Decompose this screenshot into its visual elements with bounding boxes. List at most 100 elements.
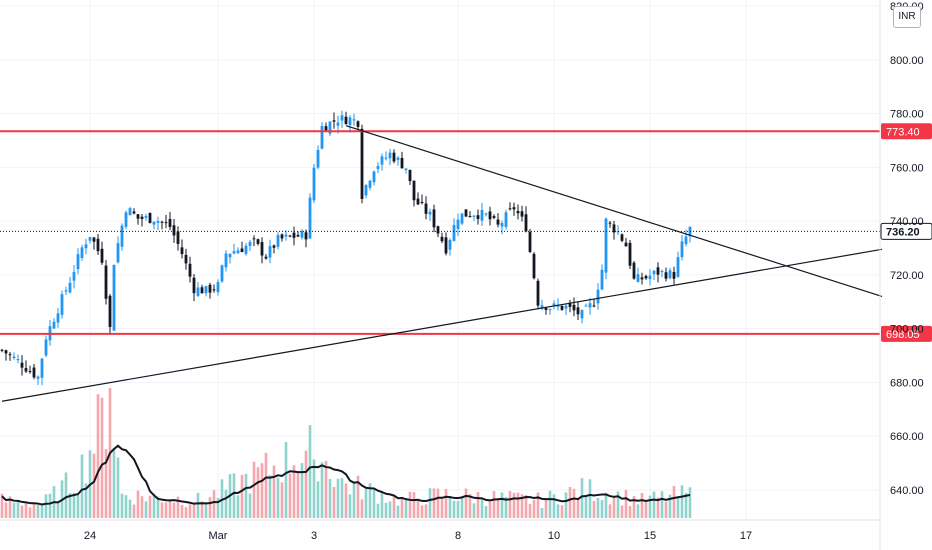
volume-bar bbox=[444, 488, 448, 518]
volume-bar bbox=[532, 499, 536, 518]
volume-bar bbox=[380, 492, 384, 518]
candle-body bbox=[588, 303, 592, 308]
candle-body bbox=[684, 236, 688, 245]
candle-body bbox=[448, 240, 452, 250]
candle-body bbox=[80, 247, 84, 259]
candle-body bbox=[608, 222, 612, 224]
candle-body bbox=[140, 216, 144, 219]
candle-body bbox=[640, 277, 644, 280]
volume-bar bbox=[576, 498, 580, 518]
candle-body bbox=[400, 157, 404, 169]
volume-bar bbox=[336, 478, 340, 518]
candle-body bbox=[72, 271, 76, 281]
volume-bar bbox=[124, 495, 128, 518]
candle-body bbox=[612, 224, 616, 233]
candle-body bbox=[112, 265, 116, 331]
candle-body bbox=[352, 119, 356, 121]
volume-bar bbox=[644, 502, 648, 518]
volume-bar bbox=[40, 504, 44, 518]
candle-body bbox=[236, 250, 240, 254]
volume-bar bbox=[116, 457, 120, 518]
candle-body bbox=[188, 263, 192, 277]
volume-bar bbox=[356, 475, 360, 518]
time-tick-label: 3 bbox=[311, 530, 317, 542]
candle-body bbox=[544, 308, 548, 310]
volume-bar bbox=[192, 503, 196, 518]
candle-body bbox=[44, 339, 48, 356]
price-tick-label: 660.00 bbox=[890, 431, 924, 443]
volume-bar bbox=[188, 504, 192, 518]
volume-bar bbox=[524, 495, 528, 518]
candle-body bbox=[672, 271, 676, 279]
candle-body bbox=[344, 116, 348, 125]
candle-body bbox=[532, 253, 536, 279]
volume-bar bbox=[312, 459, 316, 518]
candle-body bbox=[88, 237, 92, 241]
candle-body bbox=[604, 218, 608, 273]
volume-bar bbox=[424, 504, 428, 518]
volume-bar bbox=[320, 462, 324, 518]
volume-bar bbox=[252, 461, 256, 518]
volume-bar bbox=[664, 501, 668, 518]
candle-body bbox=[76, 254, 80, 270]
candle-body bbox=[280, 234, 284, 239]
time-tick-label: 15 bbox=[644, 530, 656, 542]
candle-body bbox=[548, 309, 552, 311]
candle-body bbox=[212, 289, 216, 291]
volume-bars bbox=[0, 388, 692, 518]
volume-bar bbox=[592, 500, 596, 518]
candle-body bbox=[384, 157, 388, 159]
candle-body bbox=[276, 234, 280, 247]
candle-body bbox=[500, 222, 504, 227]
candle-body bbox=[644, 275, 648, 279]
candle-body bbox=[232, 251, 236, 254]
candle-body bbox=[60, 294, 64, 315]
volume-bar bbox=[28, 507, 32, 518]
volume-bar bbox=[208, 497, 212, 518]
volume-bar bbox=[120, 493, 124, 518]
volume-bar bbox=[580, 478, 584, 518]
candle-body bbox=[436, 226, 440, 234]
volume-bar bbox=[340, 478, 344, 518]
price-axis[interactable]: 820.00800.00780.00760.00740.00720.00700.… bbox=[879, 0, 924, 550]
volume-bar bbox=[212, 490, 216, 518]
candle-body bbox=[36, 376, 40, 379]
candle-body bbox=[308, 197, 312, 239]
volume-bar bbox=[588, 479, 592, 518]
candle-body bbox=[380, 156, 384, 165]
volume-bar bbox=[556, 504, 560, 518]
candle-body bbox=[520, 211, 524, 217]
candle-body bbox=[324, 126, 328, 131]
volume-bar bbox=[572, 488, 576, 518]
volume-bar bbox=[568, 487, 572, 518]
volume-bar bbox=[292, 465, 296, 518]
candle-body bbox=[416, 198, 420, 205]
last-price-line: 736.20 bbox=[0, 222, 932, 240]
volume-bar bbox=[496, 498, 500, 518]
currency-label[interactable]: INR bbox=[893, 6, 921, 28]
volume-bar bbox=[176, 496, 180, 518]
candlestick-series bbox=[0, 110, 692, 386]
candle-body bbox=[300, 231, 304, 238]
volume-bar bbox=[24, 503, 28, 518]
volume-bar bbox=[76, 494, 80, 518]
candle-body bbox=[316, 149, 320, 168]
candle-body bbox=[340, 115, 344, 121]
volume-bar bbox=[96, 394, 100, 518]
volume-bar bbox=[540, 508, 544, 518]
candle-body bbox=[408, 169, 412, 182]
volume-bar bbox=[596, 497, 600, 518]
volume-bar bbox=[112, 448, 116, 518]
time-tick-label: Mar bbox=[209, 530, 228, 542]
volume-bar bbox=[280, 482, 284, 518]
volume-bar bbox=[324, 460, 328, 518]
candle-body bbox=[652, 270, 656, 275]
price-tick-label: 640.00 bbox=[890, 485, 924, 497]
time-axis[interactable]: 24 Mar 3 8 10 15 17 bbox=[0, 519, 880, 542]
candle-body bbox=[624, 242, 628, 247]
volume-bar bbox=[508, 491, 512, 518]
volume-bar bbox=[36, 504, 40, 518]
volume-bar bbox=[636, 504, 640, 518]
volume-bar bbox=[20, 505, 24, 518]
